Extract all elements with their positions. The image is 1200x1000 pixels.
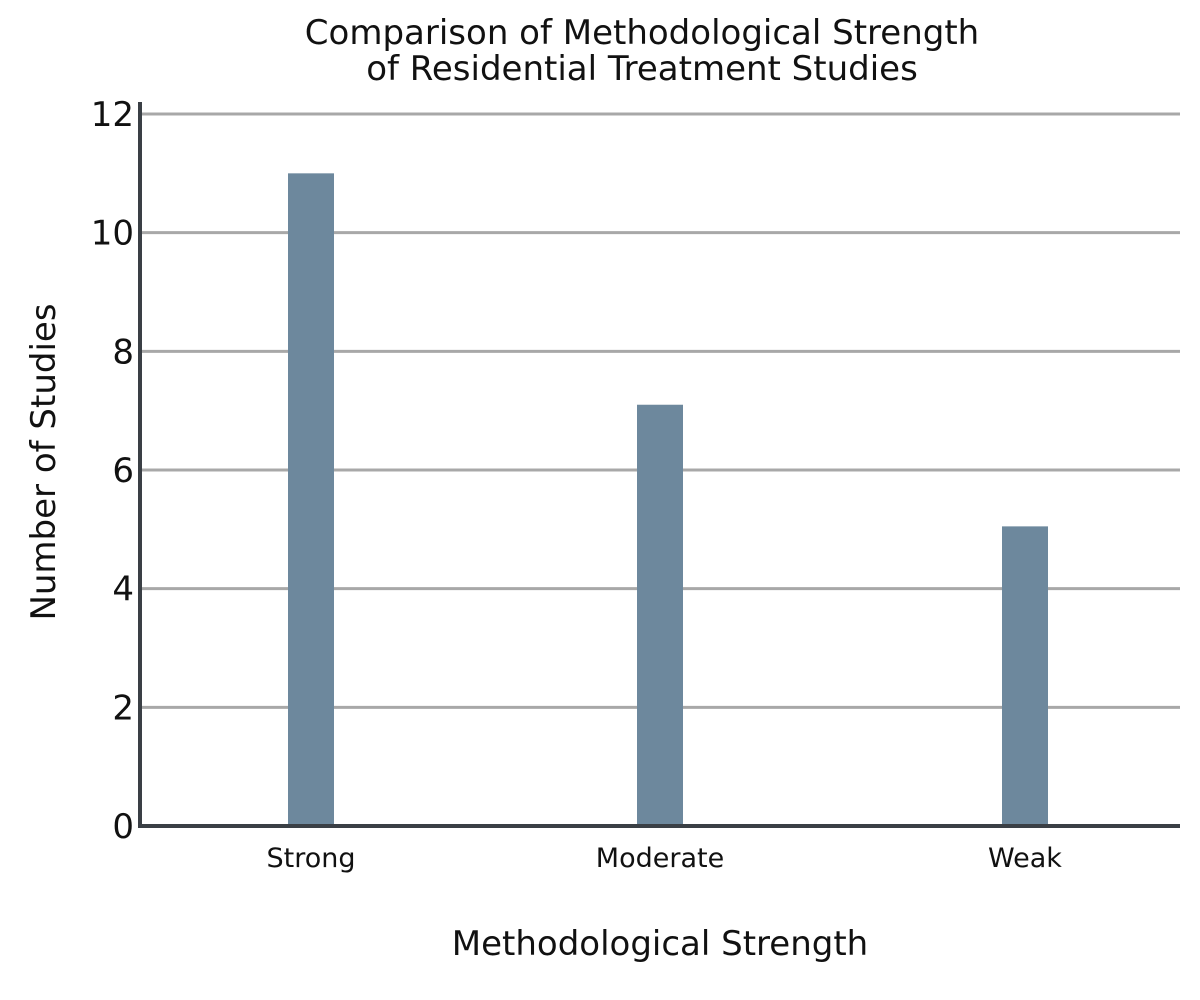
y-tick-label: 8 (112, 332, 134, 372)
x-tick-labels: Strong Moderate Weak (266, 843, 1062, 874)
y-tick-label: 10 (91, 214, 134, 254)
x-tick-label-weak: Weak (988, 843, 1062, 874)
y-tick-label: 6 (112, 451, 134, 491)
chart-title-line-2: of Residential Treatment Studies (366, 49, 918, 89)
y-tick-label: 4 (112, 570, 134, 610)
y-axis-title: Number of Studies (24, 303, 64, 620)
x-tick-label-strong: Strong (266, 843, 355, 874)
y-tick-label: 12 (91, 95, 134, 135)
x-tick-label-moderate: Moderate (596, 843, 724, 874)
bar-strong (288, 173, 334, 827)
bar-weak (1002, 526, 1048, 826)
y-tick-label: 2 (112, 688, 134, 728)
y-tick-labels: 0 2 4 6 8 10 12 (91, 95, 134, 847)
axes (138, 102, 1180, 828)
bar-moderate (637, 404, 683, 826)
chart-title-line-1: Comparison of Methodological Strength (305, 13, 979, 53)
x-axis-title: Methodological Strength (452, 924, 868, 964)
bars (288, 173, 1048, 827)
chart-title: Comparison of Methodological Strength of… (305, 13, 979, 89)
y-tick-label: 0 (112, 807, 134, 847)
